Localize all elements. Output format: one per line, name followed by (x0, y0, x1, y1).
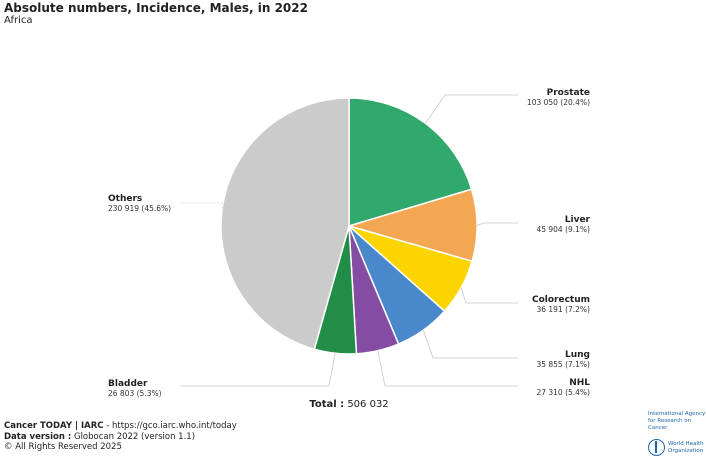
slice-value-others: 230 919 (45.6%) (108, 204, 171, 213)
iarc-who-logos: International Agency for Research on Can… (648, 411, 706, 456)
iarc-line-2: for Research on Cancer (648, 418, 692, 431)
leader-line-prostate (425, 94, 518, 124)
footer-version: Data version : Globocan 2022 (version 1.… (4, 432, 195, 443)
slice-value-colorectum: 36 191 (7.2%) (536, 305, 590, 314)
footer-source: Cancer TODAY | IARC - https://gco.iarc.w… (4, 421, 237, 432)
leader-line-colorectum (460, 287, 518, 304)
leader-line-liver (476, 222, 518, 226)
footer-version-rest: Globocan 2022 (version 1.1) (71, 432, 196, 442)
slice-label-lung: Lung (565, 350, 590, 360)
chart-subtitle: Africa (4, 15, 33, 26)
slice-label-others: Others (108, 194, 142, 204)
slice-value-bladder: 26 803 (5.3%) (108, 389, 162, 398)
who-emblem-icon (648, 439, 665, 456)
who-line-2: Organization (668, 447, 704, 454)
leader-line-others (180, 202, 223, 209)
leader-line-nhl (377, 350, 518, 387)
who-logo: World Health Organization (648, 439, 706, 456)
leader-line-bladder (180, 353, 336, 387)
footer-version-bold: Data version : (4, 432, 72, 442)
slice-value-lung: 35 855 (7.1%) (536, 360, 590, 369)
iarc-logo: International Agency for Research on Can… (648, 411, 706, 432)
footer-source-rest: - https://gco.iarc.who.int/today (103, 421, 237, 431)
slice-value-nhl: 27 310 (5.4%) (536, 388, 590, 397)
slice-label-colorectum: Colorectum (532, 295, 590, 305)
who-line-1: World Health (668, 440, 704, 447)
chart-title: Absolute numbers, Incidence, Males, in 2… (4, 1, 308, 15)
footer-copyright: © All Rights Reserved 2025 (4, 442, 122, 452)
slice-value-liver: 45 904 (9.1%) (536, 225, 590, 234)
pie-slice-others[interactable] (220, 97, 350, 351)
slice-label-liver: Liver (565, 215, 591, 225)
iarc-line-1: International Agency (648, 411, 706, 417)
total-label: Total : 506 032 (309, 399, 388, 410)
slice-label-nhl: NHL (569, 378, 590, 388)
leader-line-lung (423, 330, 518, 359)
footer-source-bold: Cancer TODAY | IARC (4, 421, 104, 431)
slice-label-prostate: Prostate (547, 88, 590, 98)
slice-value-prostate: 103 050 (20.4%) (527, 98, 590, 107)
slice-label-bladder: Bladder (108, 379, 148, 389)
